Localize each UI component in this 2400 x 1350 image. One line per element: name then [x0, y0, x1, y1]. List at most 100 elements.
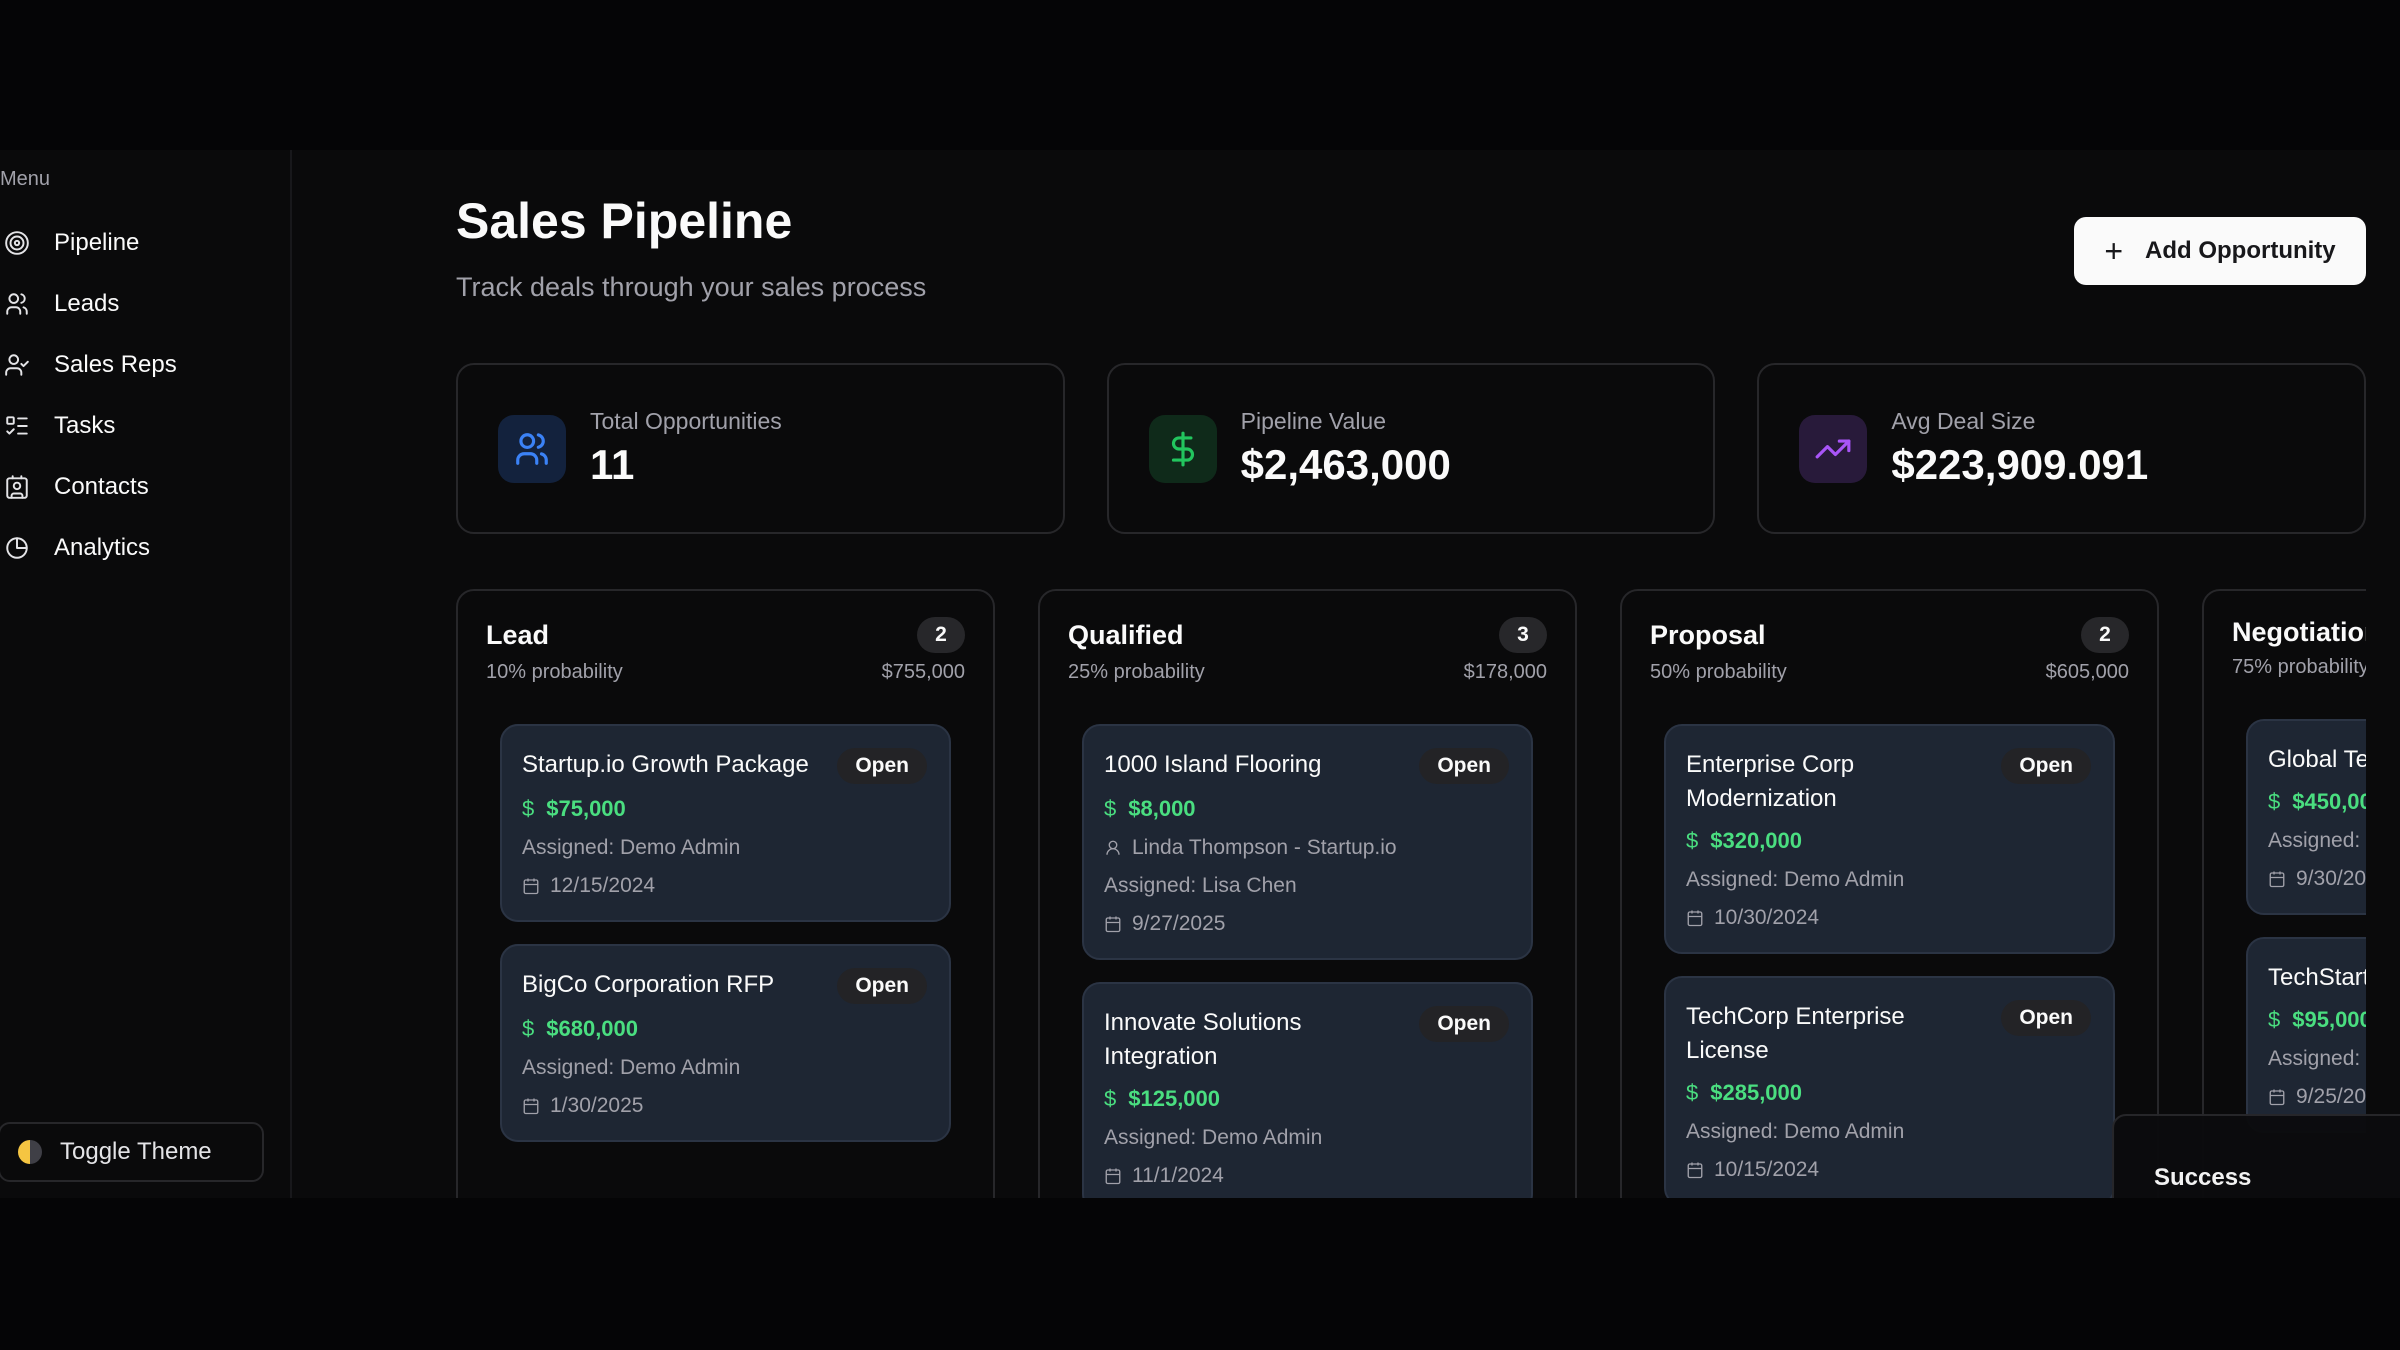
stat-icon-box: [1148, 414, 1217, 483]
column-count-badge: 2: [2081, 617, 2129, 653]
dollar-icon: $: [522, 796, 535, 821]
status-badge: Open: [1419, 748, 1509, 784]
stat-value: $2,463,000: [1240, 441, 1451, 488]
sidebar-item-tasks[interactable]: Tasks: [0, 395, 177, 456]
opportunity-date: 10/15/2024: [1714, 1158, 1820, 1181]
dollar-icon: $: [522, 1016, 535, 1041]
opportunity-card[interactable]: Innovate Solutions Integration Open $ $125…: [1082, 982, 1533, 1198]
sidebar-item-pipeline[interactable]: Pipeline: [0, 212, 177, 273]
calendar-icon: [1687, 1162, 1703, 1179]
stat-card: Avg Deal Size $223,909.091: [1757, 363, 2366, 534]
opportunity-assigned: Assigned: D: [2268, 1047, 2366, 1070]
column-title: Proposal: [1650, 619, 1766, 650]
opportunity-title: Enterprise Corp Modernization: [1686, 751, 1855, 812]
plus-icon: +: [2104, 232, 2124, 269]
status-badge: Open: [1419, 1006, 1509, 1042]
toast-message: Success: [2154, 1164, 2252, 1191]
opportunity-amount: $320,000: [1710, 828, 1803, 853]
stats-row: Total Opportunities 11 Pipeline Value $2,46…: [456, 363, 2366, 534]
opportunity-title: TechStart Tools: [2268, 964, 2366, 991]
main-content: Sales Pipeline Track deals through your …: [456, 150, 2366, 1198]
sidebar-item-sales-reps[interactable]: Sales Reps: [0, 334, 177, 395]
contact-icon: [6, 474, 28, 499]
calendar-icon: [2269, 1089, 2285, 1106]
stat-label: Pipeline Value: [1240, 408, 1387, 434]
sidebar-item-label: Analytics: [54, 533, 151, 561]
users-icon: [516, 432, 548, 465]
user-icon: [1106, 840, 1120, 855]
pie-chart-icon: [6, 536, 28, 559]
pipeline-column-qualified: Qualified 3 25% probability $178,000 1000 …: [1038, 589, 1577, 1198]
users-icon: [6, 292, 28, 315]
opportunity-title: Global Te: [2268, 746, 2366, 773]
stat-card: Pipeline Value $2,463,000: [1106, 363, 1716, 534]
status-badge: Open: [837, 968, 927, 1004]
toggle-theme-button[interactable]: Toggle Theme: [0, 1122, 264, 1182]
menu-label: Menu: [0, 168, 51, 190]
target-icon: [5, 230, 29, 255]
opportunity-title: 1000 Island Flooring: [1104, 751, 1322, 778]
sidebar-nav: Pipeline Leads Sales Reps Tasks Contacts Anal…: [0, 212, 177, 578]
opportunity-amount: $450,00: [2292, 789, 2366, 814]
opportunity-date: 9/30/20: [2296, 867, 2366, 890]
opportunity-date: 10/30/2024: [1714, 906, 1820, 929]
opportunity-contact: Linda Thompson - Startup.io: [1132, 836, 1397, 859]
opportunity-amount: $75,000: [546, 796, 626, 821]
column-probability: 75% probability: [2232, 656, 2366, 678]
sidebar-item-analytics[interactable]: Analytics: [0, 517, 177, 578]
opportunity-card[interactable]: TechCorp Enterprise License Open $ $285,00…: [1664, 976, 2115, 1198]
stat-value: 11: [590, 441, 635, 488]
sidebar-item-label: Leads: [54, 289, 120, 317]
dollar-icon: $: [1686, 1080, 1699, 1105]
pipeline-column-negotiation: Negotiation 75% probability Global Te $ $…: [2202, 589, 2366, 1198]
opportunity-card[interactable]: 1000 Island Flooring Open $ $8,000 Linda T…: [1082, 724, 1533, 960]
sidebar-item-contacts[interactable]: Contacts: [0, 456, 177, 517]
calendar-icon: [2269, 871, 2285, 888]
column-probability: 50% probability: [1650, 661, 1787, 683]
dollar-icon: $: [1686, 828, 1699, 853]
status-badge: Open: [837, 748, 927, 784]
column-total: $755,000: [881, 661, 965, 683]
opportunity-card[interactable]: BigCo Corporation RFP Open $ $680,000 Assi…: [500, 944, 951, 1142]
column-probability: 10% probability: [486, 661, 623, 683]
calendar-icon: [523, 1098, 539, 1115]
page-subtitle: Track deals through your sales process: [456, 272, 927, 302]
column-title: Qualified: [1068, 619, 1184, 650]
opportunity-assigned: Assigned: Lisa Chen: [1104, 874, 1297, 897]
toast-notification: Success: [2112, 1114, 2400, 1198]
opportunity-amount: $95,000: [2292, 1007, 2366, 1032]
stat-card: Total Opportunities 11: [456, 363, 1065, 534]
trending-up-icon: [1815, 439, 1851, 458]
opportunity-date: 9/27/2025: [1132, 912, 1226, 935]
add-opportunity-button[interactable]: + Add Opportunity: [2074, 217, 2366, 285]
opportunity-amount: $8,000: [1128, 796, 1196, 821]
app: Menu Pipeline Leads Sales Reps Tasks Contact…: [0, 150, 2400, 1198]
sidebar-item-label: Contacts: [54, 472, 149, 500]
opportunity-title: Innovate Solutions Integration: [1104, 1009, 1302, 1070]
dollar-icon: [1171, 431, 1194, 466]
opportunity-card[interactable]: TechStart Tools $ $95,000 Assigned: D 9/2…: [2246, 937, 2366, 1133]
add-opportunity-label: Add Opportunity: [2145, 237, 2336, 264]
status-badge: Open: [2001, 748, 2091, 784]
opportunity-date: 11/1/2024: [1132, 1164, 1224, 1187]
opportunity-card[interactable]: Enterprise Corp Modernization Open $ $320,…: [1664, 724, 2115, 954]
stat-value: $223,909.091: [1891, 441, 2149, 488]
column-count-badge: 2: [917, 617, 965, 653]
sidebar-item-leads[interactable]: Leads: [0, 273, 177, 334]
opportunity-amount: $125,000: [1128, 1086, 1221, 1111]
sidebar-item-label: Sales Reps: [54, 350, 177, 378]
column-title: Lead: [486, 619, 550, 650]
pipeline-board: Lead 2 10% probability $755,000 Startup.io…: [456, 589, 2366, 1198]
list-checks-icon: [6, 415, 28, 435]
opportunity-card[interactable]: Startup.io Growth Package Open $ $75,000 A…: [500, 724, 951, 922]
pipeline-column-lead: Lead 2 10% probability $755,000 Startup.io…: [456, 589, 995, 1198]
stat-icon-box: [1799, 414, 1868, 483]
toggle-theme-label: Toggle Theme: [60, 1138, 212, 1165]
opportunity-assigned: Assigned: Demo Admin: [1686, 868, 1905, 891]
opportunity-card[interactable]: Global Te $ $450,00 Assigned: D 9/30/20: [2246, 719, 2366, 915]
opportunity-assigned: Assigned: Demo Admin: [522, 836, 741, 859]
column-count-badge: 3: [1499, 617, 1547, 653]
status-badge: Open: [2001, 1000, 2091, 1036]
calendar-icon: [523, 878, 539, 895]
dollar-icon: $: [2268, 789, 2281, 814]
